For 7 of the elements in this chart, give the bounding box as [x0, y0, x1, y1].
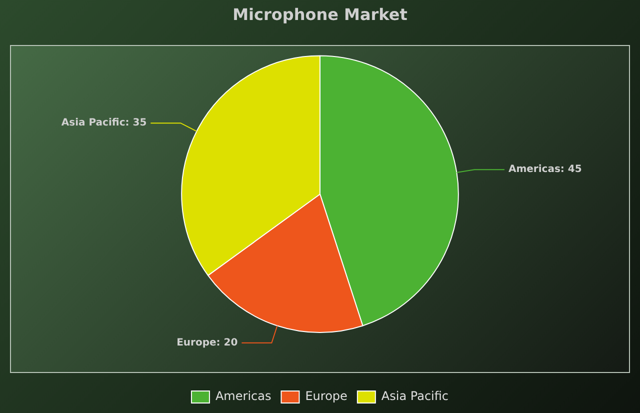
data-label: Europe: 20	[176, 337, 238, 348]
legend-label: Asia Pacific	[381, 389, 449, 404]
chart-title: Microphone Market	[232, 4, 408, 24]
legend-label: Americas	[215, 389, 272, 404]
data-label: Asia Pacific: 35	[61, 118, 147, 129]
data-label: Americas: 45	[508, 164, 582, 176]
legend-label: Europe	[305, 389, 348, 404]
